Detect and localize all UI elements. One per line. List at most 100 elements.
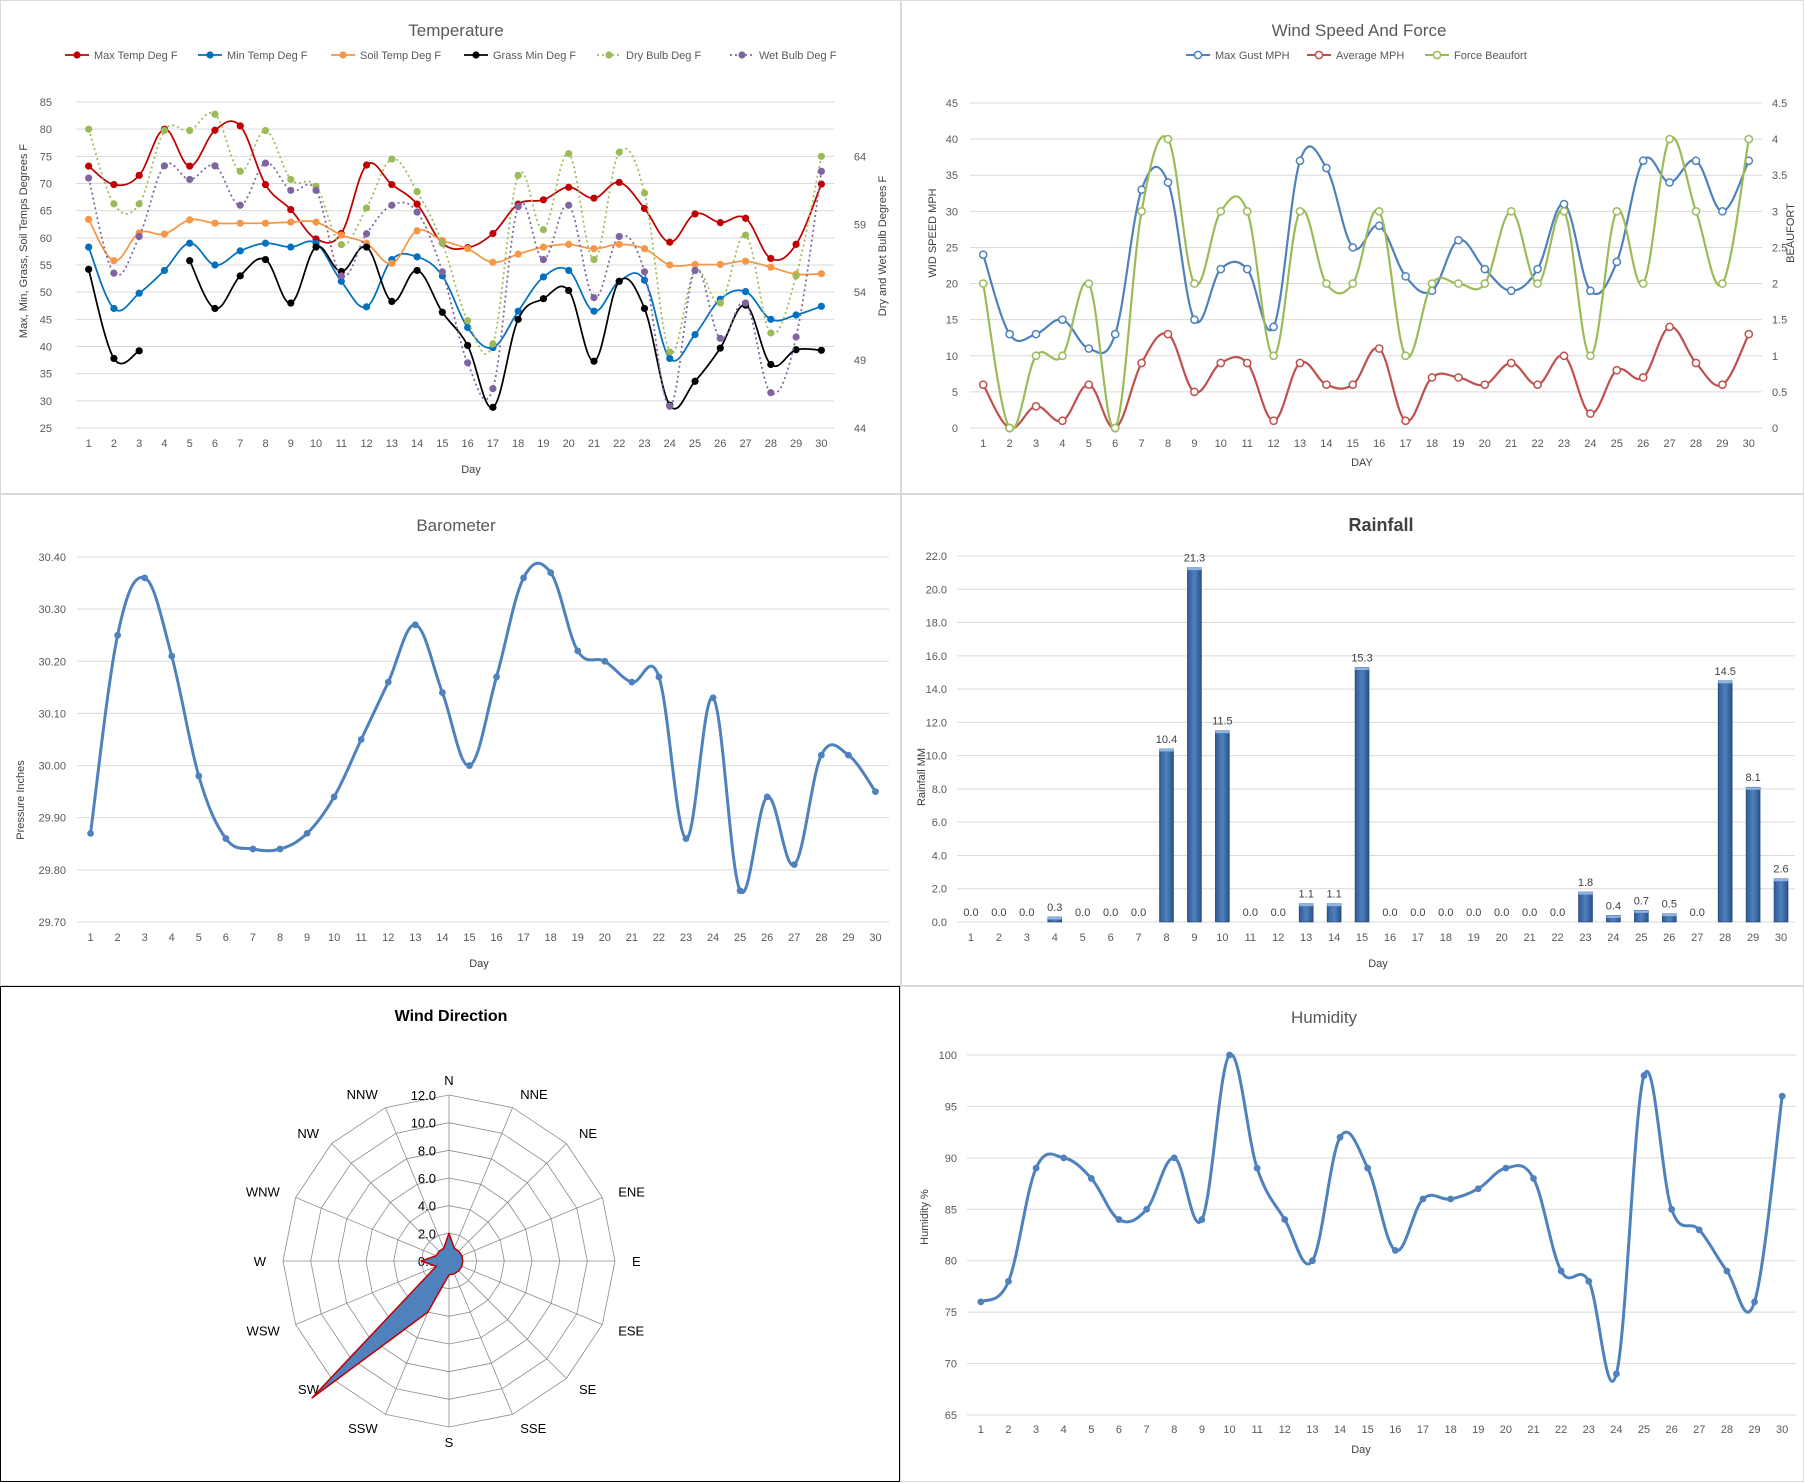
barometer-point bbox=[817, 751, 825, 759]
rainfall-data-label: 0.0 bbox=[1382, 907, 1397, 919]
humidity-x-tick: 4 bbox=[1061, 1424, 1067, 1436]
humidity-x-tick: 1 bbox=[978, 1424, 984, 1436]
wind-speed-point bbox=[1718, 380, 1727, 390]
temperature-point bbox=[666, 238, 674, 246]
temperature-point bbox=[792, 311, 800, 319]
rainfall-x-tick: 28 bbox=[1719, 932, 1731, 944]
humidity-point bbox=[1115, 1216, 1123, 1223]
humidity-point bbox=[1751, 1298, 1758, 1306]
barometer-x-tick: 24 bbox=[707, 932, 719, 944]
barometer-point bbox=[87, 829, 94, 837]
wind-speed-y-label-left: WID SPEED MPH bbox=[927, 188, 939, 277]
rainfall-y-tick: 0.0 bbox=[932, 917, 947, 929]
barometer-y-tick: 30.20 bbox=[38, 656, 66, 668]
barometer-x-tick: 14 bbox=[436, 932, 448, 944]
temperature-point bbox=[464, 359, 472, 367]
wind-speed-x-tick: 15 bbox=[1347, 438, 1359, 450]
rainfall-bar bbox=[1215, 730, 1230, 923]
rainfall-bar-cap bbox=[1578, 892, 1593, 895]
barometer-x-tick: 17 bbox=[517, 932, 529, 944]
barometer-y-tick: 29.90 bbox=[38, 813, 66, 825]
barometer-y-label: Pressure Inches bbox=[15, 760, 27, 840]
barometer-chart: Barometer Day Pressure Inches 29.70 29.80… bbox=[15, 516, 889, 970]
wind-direction-category-label: NNE bbox=[520, 1087, 548, 1102]
rainfall-bar-cap bbox=[1746, 787, 1761, 790]
wind-speed-legend-label: Force Beaufort bbox=[1454, 50, 1527, 62]
wind-speed-y-tick: 45 bbox=[946, 98, 958, 110]
wind-speed-point bbox=[1058, 351, 1067, 361]
wind-speed-point bbox=[1612, 365, 1622, 375]
rainfall-y-tick: 8.0 bbox=[932, 784, 947, 796]
rainfall-x-tick: 3 bbox=[1024, 932, 1030, 944]
temperature-point bbox=[413, 266, 421, 275]
temperature-x-tick: 28 bbox=[765, 438, 777, 450]
wind-speed-point bbox=[1665, 134, 1674, 144]
rainfall-bar-cap bbox=[1606, 915, 1621, 918]
rainfall-bar-cap bbox=[1355, 667, 1370, 670]
temperature-point bbox=[186, 175, 194, 184]
rainfall-data-label: 0.0 bbox=[1271, 907, 1286, 919]
humidity-x-tick: 6 bbox=[1116, 1424, 1122, 1436]
temperature-point bbox=[362, 204, 371, 212]
wind-speed-y2-tick: 0 bbox=[1772, 423, 1778, 435]
temperature-x-tick: 15 bbox=[436, 438, 448, 450]
temperature-point bbox=[337, 231, 345, 239]
temperature-y2-tick: 54 bbox=[854, 287, 866, 299]
wind-speed-point bbox=[1612, 257, 1622, 267]
rainfall-data-label: 8.1 bbox=[1745, 772, 1760, 784]
wind-speed-y-label-right: BEAUFORT bbox=[1785, 203, 1797, 263]
rainfall-bar bbox=[1354, 667, 1370, 923]
barometer-point bbox=[114, 631, 121, 639]
temperature-legend-marker bbox=[73, 51, 81, 59]
wind-direction-spoke bbox=[448, 1197, 603, 1262]
humidity-point bbox=[1281, 1216, 1289, 1223]
barometer-point bbox=[276, 845, 284, 853]
temperature-legend-label: Grass Min Deg F bbox=[493, 50, 576, 62]
temperature-x-tick: 22 bbox=[613, 438, 625, 450]
temperature-x-tick: 14 bbox=[411, 438, 423, 450]
barometer-point bbox=[493, 673, 500, 681]
rainfall-title: Rainfall bbox=[1348, 515, 1413, 535]
wind-speed-y-tick: 10 bbox=[946, 351, 958, 363]
rainfall-data-label: 0.0 bbox=[963, 907, 978, 919]
temperature-y-tick: 85 bbox=[40, 97, 52, 109]
wind-direction-spoke bbox=[331, 1143, 450, 1262]
wind-speed-point bbox=[1533, 279, 1542, 288]
wind-speed-y2-tick: 2 bbox=[1772, 279, 1778, 291]
wind-speed-point bbox=[1586, 286, 1595, 296]
barometer-x-tick: 9 bbox=[304, 932, 310, 944]
wind-speed-point bbox=[1480, 380, 1490, 390]
wind-speed-series-line bbox=[982, 325, 1750, 430]
rainfall-x-tick: 17 bbox=[1412, 932, 1424, 944]
temperature-point bbox=[362, 243, 371, 251]
wind-direction-r-tick: 12.0 bbox=[411, 1088, 436, 1103]
rainfall-x-tick: 9 bbox=[1191, 932, 1197, 944]
wind-speed-x-tick: 1 bbox=[980, 438, 986, 450]
temperature-point bbox=[640, 268, 649, 276]
temperature-point bbox=[135, 347, 143, 355]
humidity-x-tick: 30 bbox=[1776, 1424, 1788, 1436]
temperature-point bbox=[211, 261, 219, 269]
barometer-point bbox=[384, 678, 392, 686]
temperature-point bbox=[186, 162, 194, 170]
wind-speed-x-tick: 22 bbox=[1531, 438, 1543, 450]
temperature-x-tick: 19 bbox=[537, 438, 549, 450]
temperature-x-tick: 3 bbox=[136, 438, 142, 450]
temperature-x-tick: 29 bbox=[790, 438, 802, 450]
wind-speed-point bbox=[1190, 387, 1199, 397]
humidity-x-tick: 13 bbox=[1306, 1424, 1318, 1436]
barometer-x-tick: 13 bbox=[409, 932, 421, 944]
rainfall-data-label: 0.0 bbox=[1522, 907, 1537, 919]
wind-speed-point bbox=[1401, 271, 1410, 281]
temperature-point bbox=[362, 161, 371, 169]
temperature-y-tick: 30 bbox=[40, 396, 52, 408]
barometer-point bbox=[601, 657, 609, 665]
temperature-point bbox=[211, 110, 219, 118]
wind-direction-category-label: NNW bbox=[347, 1087, 379, 1102]
barometer-point bbox=[872, 788, 879, 796]
wind-direction-category-label: ENE bbox=[618, 1185, 645, 1200]
wind-speed-y-tick: 30 bbox=[946, 206, 958, 218]
barometer-point bbox=[682, 835, 690, 842]
wind-speed-y-tick: 40 bbox=[946, 134, 958, 146]
wind-direction-spoke bbox=[295, 1197, 450, 1262]
